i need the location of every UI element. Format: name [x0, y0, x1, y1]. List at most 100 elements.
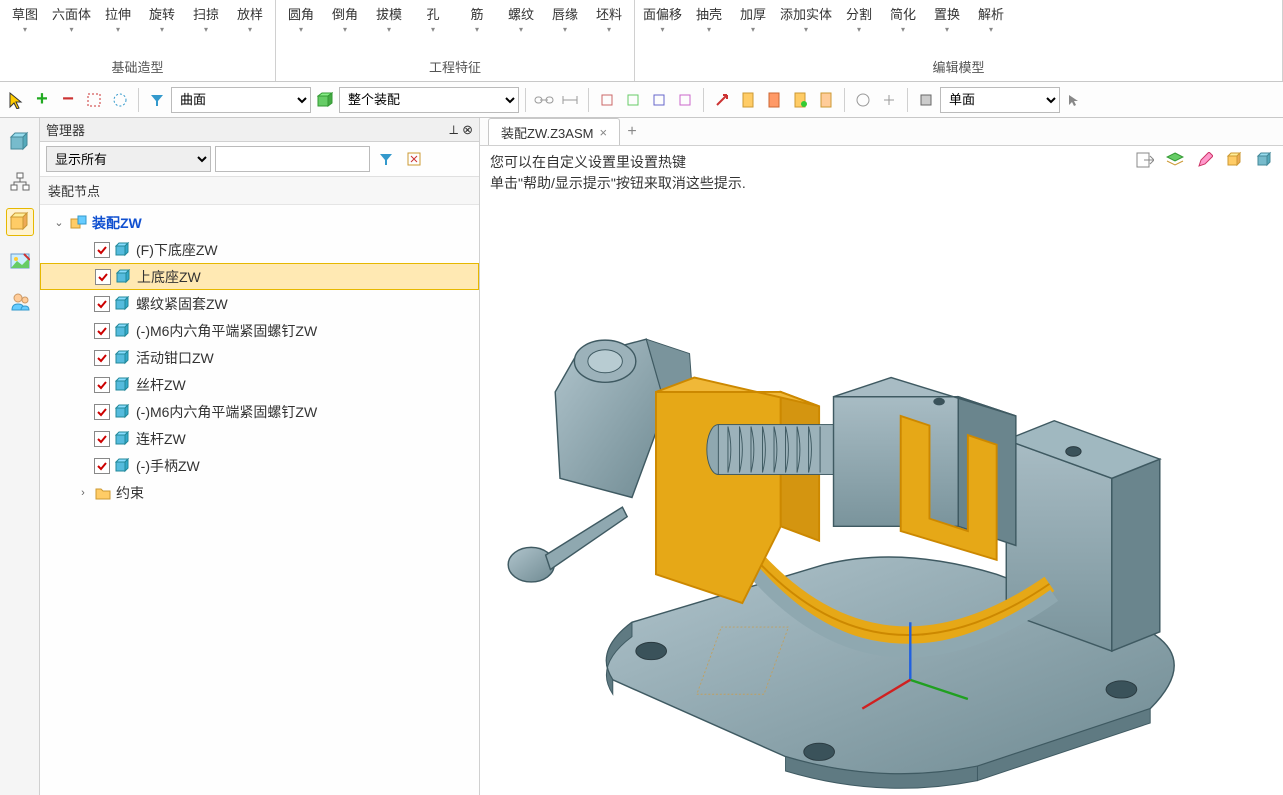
ribbon-item[interactable]: 筋▾: [456, 2, 498, 36]
select-box-icon[interactable]: [82, 88, 106, 112]
visibility-checkbox[interactable]: [94, 431, 110, 447]
vp-cube-a-icon[interactable]: [1223, 148, 1247, 172]
ribbon-item[interactable]: 草图▾: [4, 2, 46, 36]
ribbon-item[interactable]: 放样▾: [229, 2, 271, 36]
dimension-icon[interactable]: [558, 88, 582, 112]
tree-item[interactable]: 丝杆ZW: [40, 371, 479, 398]
dropdown-icon: ▾: [387, 25, 391, 34]
ribbon-item[interactable]: 螺纹▾: [500, 2, 542, 36]
ribbon-item[interactable]: 唇缘▾: [544, 2, 586, 36]
ribbon-item[interactable]: 倒角▾: [324, 2, 366, 36]
rail-image-icon[interactable]: [6, 248, 34, 276]
tree-item[interactable]: 螺纹紧固套ZW: [40, 290, 479, 317]
tool-d-icon[interactable]: [673, 88, 697, 112]
arrow-icon[interactable]: [710, 88, 734, 112]
face-icon[interactable]: [914, 88, 938, 112]
doc-a-icon[interactable]: [736, 88, 760, 112]
rail-user-icon[interactable]: [6, 288, 34, 316]
visibility-checkbox[interactable]: [94, 377, 110, 393]
document-tab[interactable]: 装配ZW.Z3ASM ×: [488, 118, 620, 145]
remove-icon[interactable]: −: [56, 88, 80, 112]
ribbon-item[interactable]: 置换▾: [926, 2, 968, 36]
rail-assembly-icon[interactable]: [6, 128, 34, 156]
face-select[interactable]: 单面: [940, 87, 1060, 113]
filter-type-select[interactable]: 曲面: [171, 87, 311, 113]
ribbon-item[interactable]: 加厚▾: [732, 2, 774, 36]
part-icon: [114, 322, 132, 340]
rail-hierarchy-icon[interactable]: [6, 168, 34, 196]
3d-canvas[interactable]: [480, 200, 1283, 795]
filter-funnel-icon[interactable]: [374, 147, 398, 171]
ribbon-item[interactable]: 坯料▾: [588, 2, 630, 36]
select-lasso-icon[interactable]: [108, 88, 132, 112]
visibility-checkbox[interactable]: [95, 269, 111, 285]
close-tab-icon[interactable]: ×: [599, 125, 607, 140]
tool-b-icon[interactable]: [621, 88, 645, 112]
close-panel-icon[interactable]: ⊗: [462, 122, 473, 138]
ribbon-group-label: 工程特征: [280, 54, 630, 81]
ribbon-item[interactable]: 圆角▾: [280, 2, 322, 36]
model-render: [480, 200, 1283, 795]
filter-search-input[interactable]: [215, 146, 370, 172]
scope-select[interactable]: 整个装配: [339, 87, 519, 113]
dropdown-icon: ▾: [343, 25, 347, 34]
ribbon-item[interactable]: 解析▾: [970, 2, 1012, 36]
tree-constraint[interactable]: › 约束: [40, 479, 479, 506]
filter-select[interactable]: 显示所有: [46, 146, 211, 172]
ribbon-item[interactable]: 拔模▾: [368, 2, 410, 36]
cursor-icon[interactable]: [4, 88, 28, 112]
visibility-checkbox[interactable]: [94, 350, 110, 366]
tree-item[interactable]: (F)下底座ZW: [40, 236, 479, 263]
filter-icon[interactable]: [145, 88, 169, 112]
visibility-checkbox[interactable]: [94, 242, 110, 258]
dropdown-icon: ▾: [607, 25, 611, 34]
ribbon-item[interactable]: 抽壳▾: [688, 2, 730, 36]
vp-cube-b-icon[interactable]: [1253, 148, 1277, 172]
expand-icon[interactable]: ›: [76, 487, 90, 499]
rail-part-icon[interactable]: [6, 208, 34, 236]
tree-item[interactable]: (-)M6内六角平端紧固螺钉ZW: [40, 398, 479, 425]
ribbon-item[interactable]: 分割▾: [838, 2, 880, 36]
doc-d-icon[interactable]: [814, 88, 838, 112]
tree-item[interactable]: 上底座ZW: [40, 263, 479, 290]
visibility-checkbox[interactable]: [94, 404, 110, 420]
tree-item[interactable]: (-)手柄ZW: [40, 452, 479, 479]
ribbon-item[interactable]: 拉伸▾: [97, 2, 139, 36]
separator: [138, 88, 139, 112]
ribbon-item[interactable]: 六面体▾: [48, 2, 95, 36]
add-tab-icon[interactable]: +: [620, 123, 644, 141]
tool-a-icon[interactable]: [595, 88, 619, 112]
filter-reset-icon[interactable]: [402, 147, 426, 171]
doc-b-icon[interactable]: [762, 88, 786, 112]
vp-layer-icon[interactable]: [1163, 148, 1187, 172]
ribbon-item-label: 孔: [427, 4, 440, 23]
tree-item[interactable]: 活动钳口ZW: [40, 344, 479, 371]
part-icon: [114, 295, 132, 313]
add-icon[interactable]: +: [30, 88, 54, 112]
nav-b-icon[interactable]: [877, 88, 901, 112]
visibility-checkbox[interactable]: [94, 296, 110, 312]
ribbon-item[interactable]: 面偏移▾: [639, 2, 686, 36]
scope-icon[interactable]: [313, 88, 337, 112]
ribbon-item[interactable]: 孔▾: [412, 2, 454, 36]
ribbon-item[interactable]: 扫掠▾: [185, 2, 227, 36]
cursor2-icon[interactable]: [1062, 88, 1086, 112]
tool-c-icon[interactable]: [647, 88, 671, 112]
vp-exit-icon[interactable]: [1133, 148, 1157, 172]
tree-item[interactable]: 连杆ZW: [40, 425, 479, 452]
visibility-checkbox[interactable]: [94, 323, 110, 339]
link-icon[interactable]: [532, 88, 556, 112]
ribbon-item[interactable]: 简化▾: [882, 2, 924, 36]
vp-edit-icon[interactable]: [1193, 148, 1217, 172]
expand-icon[interactable]: ⌄: [52, 216, 66, 229]
visibility-checkbox[interactable]: [94, 458, 110, 474]
nav-a-icon[interactable]: [851, 88, 875, 112]
ribbon-item-label: 旋转: [149, 4, 175, 23]
pin-icon[interactable]: ⟂: [449, 122, 458, 138]
ribbon-item[interactable]: 添加实体▾: [776, 2, 836, 36]
tree-item-label: (-)M6内六角平端紧固螺钉ZW: [136, 321, 317, 341]
tree-item[interactable]: (-)M6内六角平端紧固螺钉ZW: [40, 317, 479, 344]
doc-c-icon[interactable]: [788, 88, 812, 112]
tree-root[interactable]: ⌄ 装配ZW: [40, 209, 479, 236]
ribbon-item[interactable]: 旋转▾: [141, 2, 183, 36]
